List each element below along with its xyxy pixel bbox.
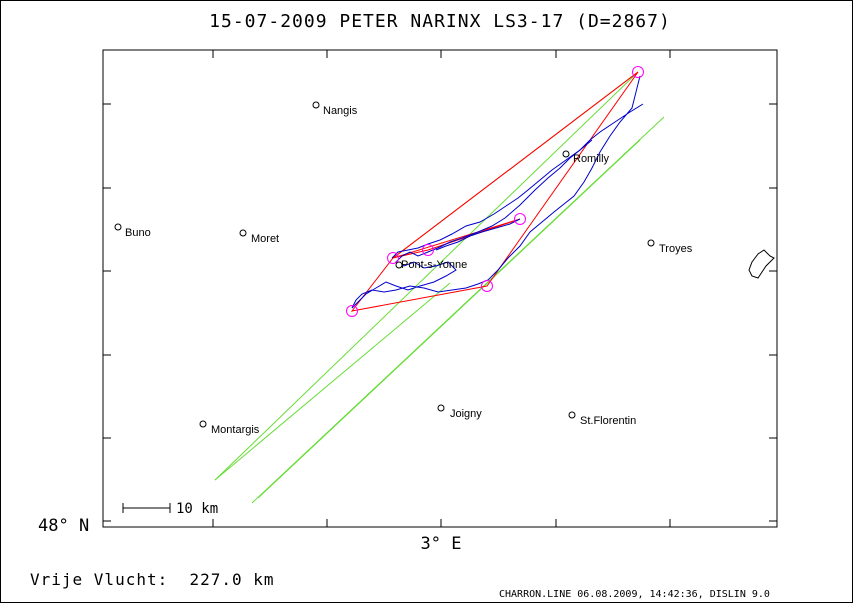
town-marker <box>647 239 655 247</box>
town-marker <box>395 261 403 269</box>
map-border <box>102 49 778 528</box>
town-marker <box>568 411 576 419</box>
town-marker <box>437 404 445 412</box>
town-marker <box>312 101 320 109</box>
task-lines <box>350 71 639 312</box>
town-marker <box>114 223 122 231</box>
turnpoint-circle <box>346 305 358 317</box>
town-label-joigny: Joigny <box>450 408 482 420</box>
town-marker <box>562 150 570 158</box>
map-title: 15-07-2009 PETER NARINX LS3-17 (D=2867) <box>209 11 671 32</box>
lake-shape <box>748 249 775 279</box>
town-label-montargis: Montargis <box>211 424 260 436</box>
town-label-nangis: Nangis <box>323 105 358 117</box>
town-label-st-florentin: St.Florentin <box>580 415 636 427</box>
flight-distance: Vrije Vlucht: 227.0 km <box>30 570 275 589</box>
turnpoint-circle <box>481 280 493 292</box>
town-marker <box>239 229 247 237</box>
longitude-label: 3° E <box>421 534 462 554</box>
town-marker <box>199 420 207 428</box>
axis-ticks <box>103 50 777 527</box>
town-label-moret: Moret <box>251 233 279 245</box>
town-label-pont-s-yonne: Pont-s-Yonne <box>401 259 467 271</box>
turnpoint-circle <box>632 66 644 78</box>
turnpoint-circle <box>514 213 526 225</box>
town-label-troyes: Troyes <box>659 243 693 255</box>
latitude-label: 48° N <box>38 516 89 536</box>
turnpoint-circle <box>422 244 434 256</box>
scale-bar: 10 km <box>122 501 218 517</box>
town-label-romilly: Romilly <box>573 153 610 165</box>
turnpoint-circle <box>387 252 399 264</box>
turnpoints <box>346 66 644 317</box>
town-label-buno: Buno <box>125 227 151 239</box>
sector-lines <box>214 71 665 504</box>
flight-track <box>351 75 644 309</box>
scale-bar-label: 10 km <box>176 501 218 517</box>
footer-info: CHARRON.LINE 06.08.2009, 14:42:36, DISLI… <box>499 589 770 600</box>
towns: Nangis Buno Moret Romilly Troyes Pont-s-… <box>114 101 693 436</box>
